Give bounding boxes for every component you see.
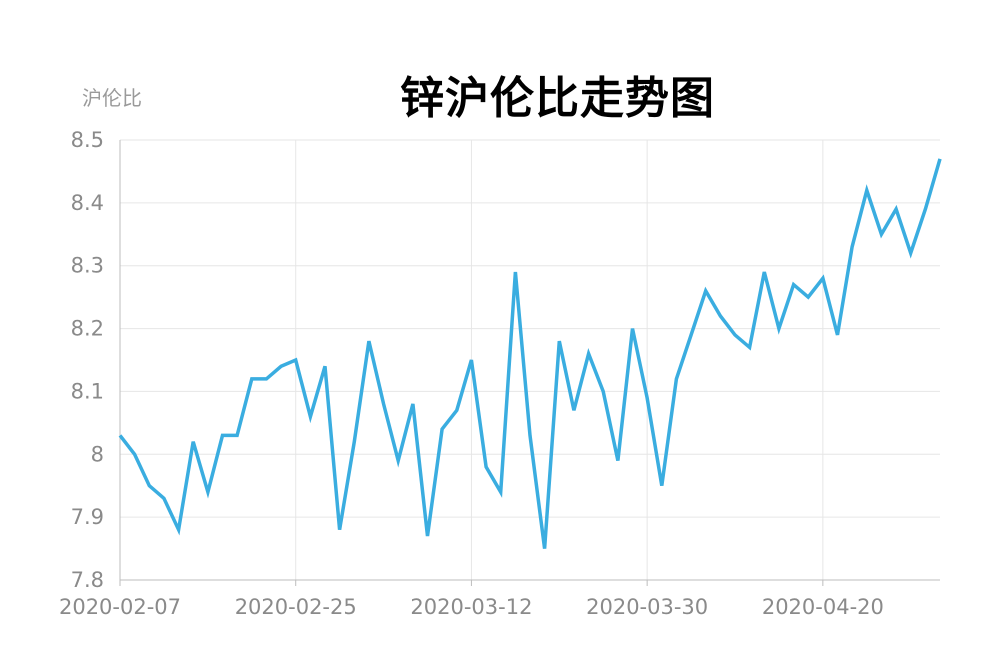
data-point bbox=[468, 357, 474, 363]
data-point bbox=[922, 206, 928, 212]
data-point bbox=[644, 395, 650, 401]
data-point bbox=[176, 527, 182, 533]
data-point bbox=[732, 332, 738, 338]
data-point bbox=[410, 401, 416, 407]
data-point bbox=[717, 313, 723, 319]
y-axis-label: 沪伦比 bbox=[82, 86, 142, 110]
grid-lines bbox=[120, 139, 940, 580]
data-point bbox=[190, 439, 196, 445]
data-point bbox=[337, 527, 343, 533]
data-point bbox=[117, 432, 123, 438]
data-point bbox=[805, 294, 811, 300]
data-point bbox=[688, 332, 694, 338]
y-tick-label: 7.8 bbox=[71, 568, 104, 592]
x-tick-label: 2020-02-25 bbox=[235, 595, 357, 619]
x-tick-labels: 2020-02-07 2020-02-25 2020-03-12 2020-03-30… bbox=[59, 595, 884, 619]
y-tick-label: 8.1 bbox=[71, 379, 104, 403]
series-group bbox=[117, 156, 943, 552]
data-point bbox=[776, 326, 782, 332]
data-point bbox=[747, 344, 753, 350]
data-point bbox=[132, 451, 138, 457]
data-point bbox=[395, 458, 401, 464]
data-point bbox=[366, 338, 372, 344]
data-point bbox=[146, 483, 152, 489]
data-point bbox=[512, 269, 518, 275]
data-point bbox=[454, 407, 460, 413]
y-tick-label: 8.2 bbox=[71, 317, 104, 341]
data-point bbox=[161, 495, 167, 501]
data-point bbox=[659, 483, 665, 489]
y-tick-label: 8.3 bbox=[71, 254, 104, 278]
x-tick-label: 2020-03-30 bbox=[586, 595, 708, 619]
data-point bbox=[498, 489, 504, 495]
data-point bbox=[351, 439, 357, 445]
data-point bbox=[878, 231, 884, 237]
data-point bbox=[849, 244, 855, 250]
data-point bbox=[527, 432, 533, 438]
data-point bbox=[630, 326, 636, 332]
x-tick-label: 2020-02-07 bbox=[59, 595, 181, 619]
data-point bbox=[761, 269, 767, 275]
data-point bbox=[820, 275, 826, 281]
data-point bbox=[425, 533, 431, 539]
data-point bbox=[893, 206, 899, 212]
y-tick-label: 8.4 bbox=[71, 191, 104, 215]
data-point bbox=[556, 338, 562, 344]
y-tick-label: 7.9 bbox=[71, 505, 104, 529]
data-point bbox=[381, 401, 387, 407]
data-point bbox=[586, 351, 592, 357]
data-point bbox=[249, 376, 255, 382]
data-point bbox=[673, 376, 679, 382]
x-tick-label: 2020-04-20 bbox=[762, 595, 884, 619]
y-tick-label: 8.5 bbox=[71, 128, 104, 152]
axes bbox=[119, 140, 940, 586]
data-point bbox=[703, 288, 709, 294]
data-point bbox=[293, 357, 299, 363]
data-point bbox=[307, 414, 313, 420]
data-point bbox=[263, 376, 269, 382]
data-point bbox=[835, 332, 841, 338]
data-point bbox=[483, 464, 489, 470]
data-point bbox=[278, 363, 284, 369]
data-point bbox=[234, 432, 240, 438]
y-tick-labels: 7.8 7.9 8 8.1 8.2 8.3 8.4 8.5 bbox=[71, 128, 104, 592]
chart-title: 锌沪伦比走势图 bbox=[400, 73, 715, 124]
data-point bbox=[322, 363, 328, 369]
x-tick-label: 2020-03-12 bbox=[410, 595, 532, 619]
data-point bbox=[615, 458, 621, 464]
data-point bbox=[571, 407, 577, 413]
data-point bbox=[542, 546, 548, 552]
data-point bbox=[791, 282, 797, 288]
y-tick-label: 8 bbox=[91, 442, 104, 466]
data-point bbox=[937, 156, 943, 162]
data-point bbox=[600, 388, 606, 394]
data-point bbox=[205, 489, 211, 495]
series-line bbox=[118, 158, 942, 549]
data-point bbox=[220, 432, 226, 438]
data-point bbox=[908, 250, 914, 256]
data-point bbox=[439, 426, 445, 432]
data-point bbox=[864, 187, 870, 193]
